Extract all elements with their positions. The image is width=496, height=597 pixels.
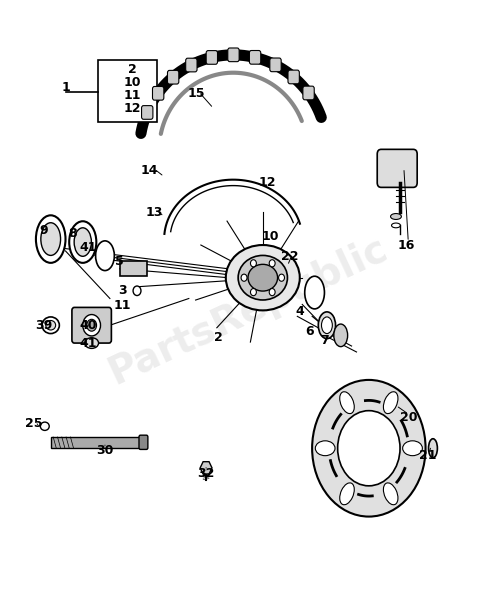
Text: 2: 2: [214, 331, 223, 344]
Ellipse shape: [429, 439, 437, 458]
Circle shape: [269, 260, 275, 267]
Circle shape: [279, 274, 285, 281]
Bar: [120, 261, 147, 276]
Text: 20: 20: [400, 411, 417, 424]
Text: 6: 6: [306, 325, 314, 338]
FancyBboxPatch shape: [168, 70, 179, 84]
Ellipse shape: [238, 256, 288, 300]
Ellipse shape: [42, 317, 60, 334]
Text: 11: 11: [114, 299, 131, 312]
Text: 41: 41: [79, 337, 96, 350]
Ellipse shape: [40, 422, 49, 430]
Bar: [51, 437, 142, 448]
Ellipse shape: [315, 441, 335, 456]
Circle shape: [338, 411, 400, 486]
Circle shape: [83, 315, 101, 336]
Text: 12: 12: [124, 103, 141, 115]
Text: 40: 40: [79, 319, 96, 332]
Circle shape: [241, 274, 247, 281]
Ellipse shape: [96, 241, 115, 270]
Text: 15: 15: [187, 87, 205, 100]
Text: 41: 41: [79, 242, 96, 254]
Text: 10: 10: [124, 76, 141, 90]
Text: 10: 10: [261, 230, 279, 242]
Text: 14: 14: [140, 164, 158, 177]
Text: 4: 4: [296, 305, 304, 318]
Text: 16: 16: [397, 239, 415, 251]
Ellipse shape: [321, 317, 332, 334]
Ellipse shape: [390, 214, 401, 220]
Text: 1: 1: [61, 81, 70, 94]
FancyBboxPatch shape: [377, 149, 417, 187]
Ellipse shape: [305, 276, 324, 309]
FancyBboxPatch shape: [141, 106, 153, 119]
Ellipse shape: [69, 221, 96, 263]
Ellipse shape: [391, 223, 400, 228]
Text: 13: 13: [146, 206, 163, 219]
FancyBboxPatch shape: [228, 48, 239, 61]
FancyBboxPatch shape: [139, 435, 148, 450]
Circle shape: [250, 288, 256, 296]
Text: 25: 25: [25, 417, 42, 430]
Ellipse shape: [340, 483, 354, 504]
Text: 9: 9: [39, 224, 48, 236]
Text: 12: 12: [259, 176, 276, 189]
Ellipse shape: [383, 483, 398, 504]
Ellipse shape: [383, 392, 398, 414]
FancyBboxPatch shape: [288, 70, 299, 84]
Text: 39: 39: [35, 319, 52, 332]
Bar: [98, 60, 157, 122]
FancyBboxPatch shape: [249, 51, 261, 64]
FancyBboxPatch shape: [270, 58, 281, 72]
FancyBboxPatch shape: [186, 58, 197, 72]
Text: 32: 32: [197, 467, 215, 481]
Ellipse shape: [36, 216, 65, 263]
Ellipse shape: [226, 245, 300, 310]
Text: 3: 3: [118, 284, 126, 297]
FancyBboxPatch shape: [72, 307, 112, 343]
Circle shape: [133, 286, 141, 296]
Circle shape: [250, 260, 256, 267]
Ellipse shape: [41, 223, 61, 256]
Text: 2: 2: [127, 63, 136, 76]
Ellipse shape: [85, 338, 99, 349]
Text: PartsRepublic: PartsRepublic: [102, 229, 394, 392]
Text: 22: 22: [281, 250, 299, 263]
Polygon shape: [200, 461, 212, 474]
Text: 7: 7: [320, 334, 329, 347]
Ellipse shape: [403, 441, 423, 456]
Ellipse shape: [334, 324, 348, 347]
Ellipse shape: [46, 321, 56, 330]
FancyBboxPatch shape: [152, 87, 164, 100]
Circle shape: [312, 380, 426, 516]
Text: 30: 30: [96, 444, 114, 457]
Ellipse shape: [318, 312, 336, 338]
Ellipse shape: [248, 264, 278, 291]
Ellipse shape: [340, 392, 354, 414]
Text: 5: 5: [116, 254, 124, 267]
FancyBboxPatch shape: [303, 86, 314, 100]
FancyBboxPatch shape: [206, 51, 218, 64]
Text: 8: 8: [68, 227, 77, 239]
Text: 11: 11: [124, 90, 141, 102]
Ellipse shape: [74, 228, 91, 256]
Text: 21: 21: [419, 450, 437, 463]
Circle shape: [87, 319, 97, 331]
Circle shape: [269, 288, 275, 296]
